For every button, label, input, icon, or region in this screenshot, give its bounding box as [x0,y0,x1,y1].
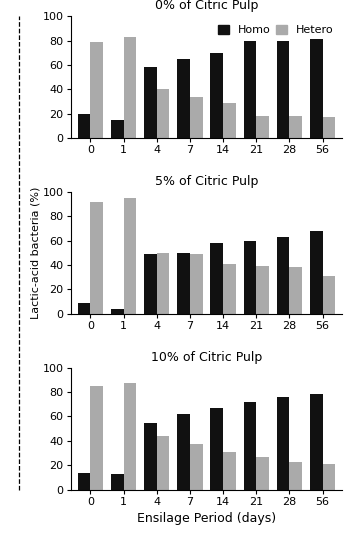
Bar [124,37,136,138]
Bar [310,231,323,314]
Bar [90,42,103,138]
Bar [177,253,190,314]
Bar [177,414,190,490]
Bar [210,408,223,490]
Bar [90,202,103,314]
Title: 5% of Citric Pulp: 5% of Citric Pulp [155,175,258,188]
Bar [244,40,256,138]
Bar [177,59,190,138]
Bar [310,39,323,138]
Bar [223,103,236,138]
Bar [144,254,157,314]
Bar [256,116,269,138]
Bar [256,457,269,490]
X-axis label: Ensilage Period (days): Ensilage Period (days) [137,512,276,525]
Bar [323,464,335,490]
Title: 0% of Citric Pulp: 0% of Citric Pulp [155,0,258,12]
Title: 10% of Citric Pulp: 10% of Citric Pulp [151,351,262,364]
Bar [289,116,302,138]
Bar [244,402,256,490]
Bar [256,266,269,314]
Bar [111,120,124,138]
Bar [277,397,289,490]
Bar [323,276,335,314]
Bar [210,243,223,314]
Bar [277,40,289,138]
Bar [244,240,256,314]
Bar [157,436,169,490]
Bar [144,422,157,490]
Bar [289,267,302,314]
Bar [223,452,236,490]
Bar [190,254,203,314]
Bar [277,237,289,314]
Bar [78,303,90,314]
Bar [78,114,90,138]
Bar [157,253,169,314]
Bar [78,472,90,490]
Bar [210,53,223,138]
Bar [90,386,103,490]
Bar [124,384,136,490]
Bar [190,97,203,138]
Bar [111,474,124,490]
Bar [111,309,124,314]
Bar [144,67,157,138]
Bar [124,198,136,314]
Text: Lactic-acid bacteria (%): Lactic-acid bacteria (%) [30,187,40,319]
Legend: Homo, Hetero: Homo, Hetero [214,22,337,39]
Bar [289,462,302,490]
Bar [310,394,323,490]
Bar [157,89,169,138]
Bar [323,117,335,138]
Bar [223,264,236,314]
Bar [190,444,203,490]
